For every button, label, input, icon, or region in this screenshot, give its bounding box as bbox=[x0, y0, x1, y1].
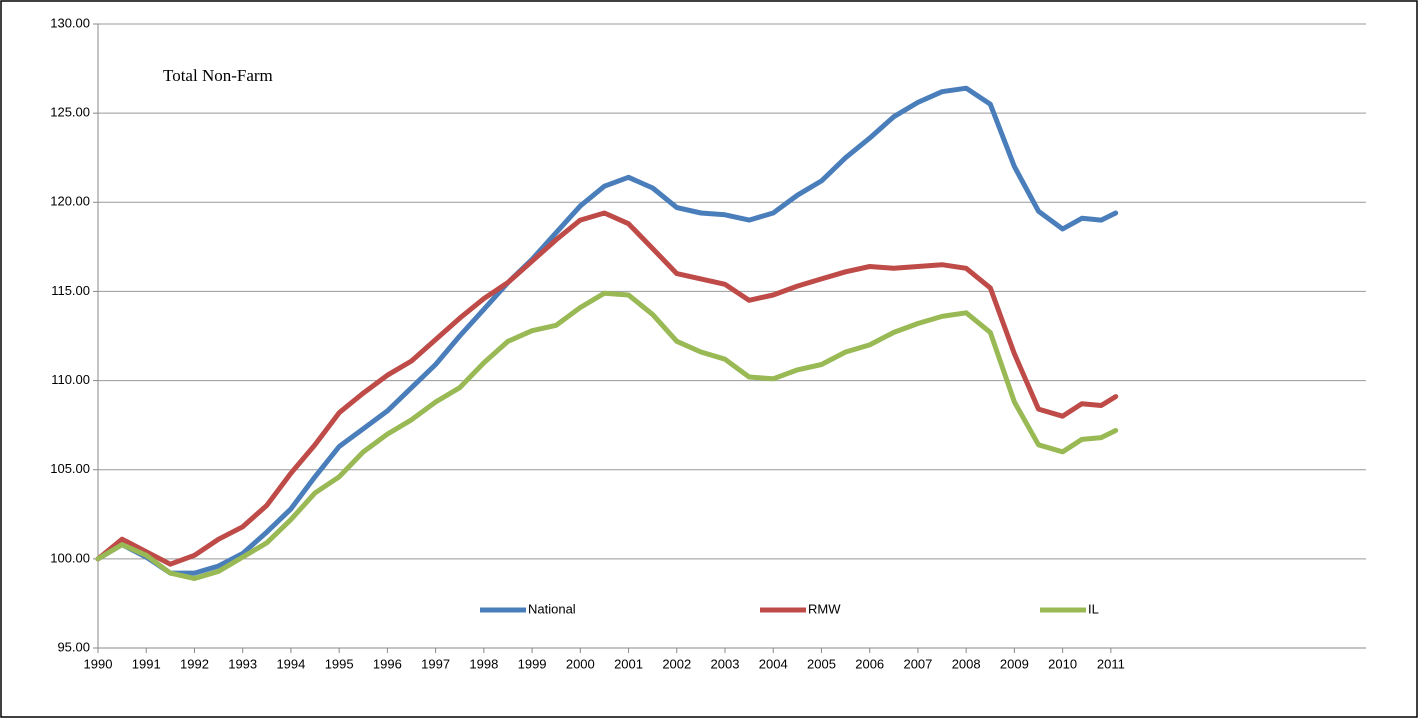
x-tick-label: 2002 bbox=[662, 656, 691, 671]
series-line bbox=[95, 210, 1119, 567]
series-line bbox=[95, 85, 1119, 576]
x-tick-label: 1997 bbox=[421, 656, 450, 671]
legend-label: RMW bbox=[808, 601, 841, 616]
x-tick-label: 1999 bbox=[518, 656, 547, 671]
y-tick-label: 130.00 bbox=[50, 15, 90, 30]
y-tick-label: 105.00 bbox=[50, 461, 90, 476]
x-tick-label: 2010 bbox=[1048, 656, 1077, 671]
y-tick-label: 95.00 bbox=[57, 639, 90, 654]
x-tick-label: 1991 bbox=[132, 656, 161, 671]
x-tick-label: 2008 bbox=[952, 656, 981, 671]
x-tick-label: 1996 bbox=[373, 656, 402, 671]
x-tick-label: 2003 bbox=[711, 656, 740, 671]
x-tick-label: 1994 bbox=[276, 656, 305, 671]
x-tick-label: 2001 bbox=[614, 656, 643, 671]
series-line bbox=[95, 290, 1119, 581]
y-tick-label: 100.00 bbox=[50, 550, 90, 565]
x-tick-label: 2011 bbox=[1097, 656, 1125, 671]
x-tick-label: 2005 bbox=[807, 656, 836, 671]
x-tick-label: 2004 bbox=[759, 656, 788, 671]
x-tick-label: 1990 bbox=[84, 656, 113, 671]
x-tick-label: 1993 bbox=[228, 656, 257, 671]
x-tick-label: 1998 bbox=[469, 656, 498, 671]
legend-label: National bbox=[528, 601, 576, 616]
x-tick-label: 2009 bbox=[1000, 656, 1029, 671]
x-tick-label: 2007 bbox=[903, 656, 932, 671]
x-tick-label: 1995 bbox=[325, 656, 354, 671]
y-tick-label: 125.00 bbox=[50, 105, 90, 120]
chart-title: Total Non-Farm bbox=[163, 66, 273, 85]
x-tick-label: 1992 bbox=[180, 656, 209, 671]
y-tick-label: 120.00 bbox=[50, 194, 90, 209]
y-tick-label: 110.00 bbox=[51, 372, 90, 387]
x-tick-label: 2006 bbox=[855, 656, 884, 671]
x-tick-label: 2000 bbox=[566, 656, 595, 671]
y-tick-label: 115.00 bbox=[51, 283, 90, 298]
legend-label: IL bbox=[1088, 601, 1099, 616]
